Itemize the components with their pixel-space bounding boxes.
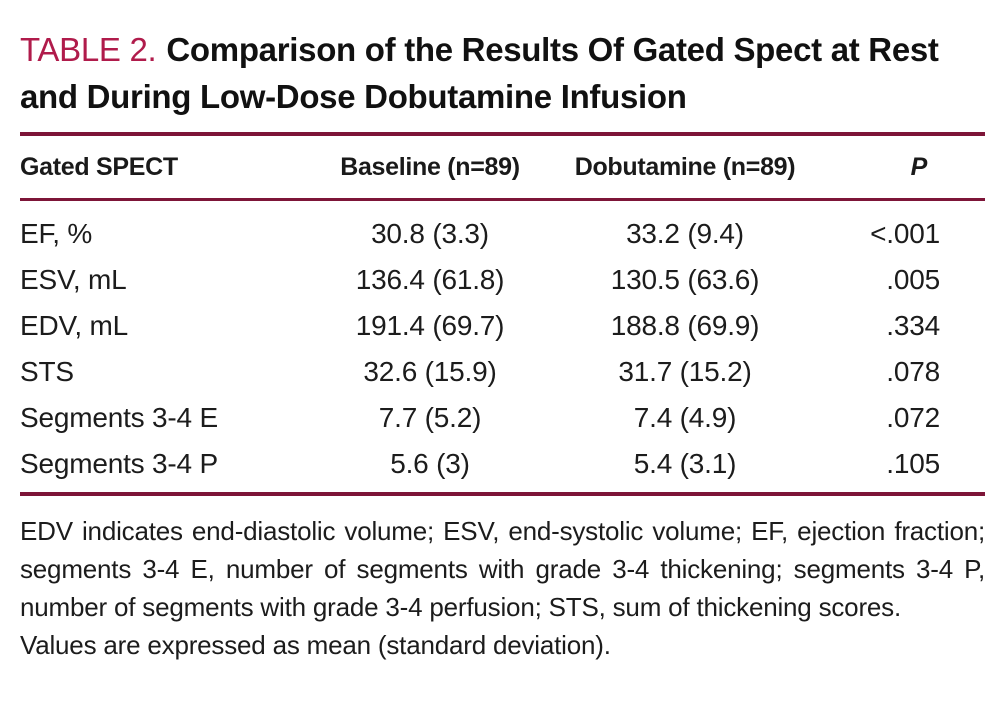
header-rule <box>20 198 985 201</box>
p-value: .078 <box>886 356 940 387</box>
table-row-sts: STS 32.6 (15.9) 31.7 (15.2) .078 <box>20 349 985 395</box>
table-row-edv: EDV, mL 191.4 (69.7) 188.8 (69.9) .334 <box>20 303 985 349</box>
table-caption: Comparison of the Results Of Gated Spect… <box>20 31 939 115</box>
column-header-p-value: P <box>910 152 928 181</box>
table-number-label: TABLE 2. <box>20 31 157 68</box>
table-header-row: Gated SPECT Baseline (n=89) Dobutamine (… <box>20 136 985 198</box>
dobutamine-value: 31.7 (15.2) <box>618 356 752 387</box>
dobutamine-value: 33.2 (9.4) <box>626 218 744 249</box>
row-label: STS <box>20 356 74 387</box>
top-rule <box>20 132 985 136</box>
baseline-value: 5.6 (3) <box>390 448 470 479</box>
p-value: .105 <box>886 448 940 479</box>
column-header-baseline: Baseline (n=89) <box>340 152 520 181</box>
p-value: <.001 <box>870 218 940 249</box>
baseline-value: 7.7 (5.2) <box>378 402 482 433</box>
table-row-segments-e: Segments 3-4 E 7.7 (5.2) 7.4 (4.9) .072 <box>20 395 985 441</box>
table-row-segments-p: Segments 3-4 P 5.6 (3) 5.4 (3.1) .105 <box>20 441 985 487</box>
table-row-ef: EF, % 30.8 (3.3) 33.2 (9.4) <.001 <box>20 211 985 257</box>
row-label: Segments 3-4 P <box>20 448 218 479</box>
row-label: ESV, mL <box>20 264 127 295</box>
column-header-dobutamine: Dobutamine (n=89) <box>574 152 796 181</box>
baseline-value: 32.6 (15.9) <box>363 356 497 387</box>
p-value: .072 <box>886 402 940 433</box>
baseline-value: 30.8 (3.3) <box>371 218 489 249</box>
dobutamine-value: 5.4 (3.1) <box>633 448 737 479</box>
bottom-rule <box>20 492 985 496</box>
dobutamine-value: 130.5 (63.6) <box>610 264 760 295</box>
table-body: EF, % 30.8 (3.3) 33.2 (9.4) <.001 ESV, m… <box>20 201 985 492</box>
p-value: .005 <box>886 264 940 295</box>
table-row-esv: ESV, mL 136.4 (61.8) 130.5 (63.6) .005 <box>20 257 985 303</box>
dobutamine-value: 188.8 (69.9) <box>610 310 760 341</box>
dobutamine-value: 7.4 (4.9) <box>633 402 737 433</box>
values-note: Values are expressed as mean (standard d… <box>20 630 611 660</box>
row-label: EF, % <box>20 218 93 249</box>
baseline-value: 136.4 (61.8) <box>355 264 505 295</box>
column-header-gated-spect: Gated SPECT <box>20 152 178 181</box>
table-footnote: EDV indicates end-diastolic volume; ESV,… <box>20 496 985 664</box>
row-label: Segments 3-4 E <box>20 402 218 433</box>
abbreviations-note: EDV indicates end-diastolic volume; ESV,… <box>20 516 985 622</box>
p-value: .334 <box>886 310 940 341</box>
table-title: TABLE 2. Comparison of the Results Of Gat… <box>20 26 985 120</box>
row-label: EDV, mL <box>20 310 129 341</box>
baseline-value: 191.4 (69.7) <box>355 310 505 341</box>
